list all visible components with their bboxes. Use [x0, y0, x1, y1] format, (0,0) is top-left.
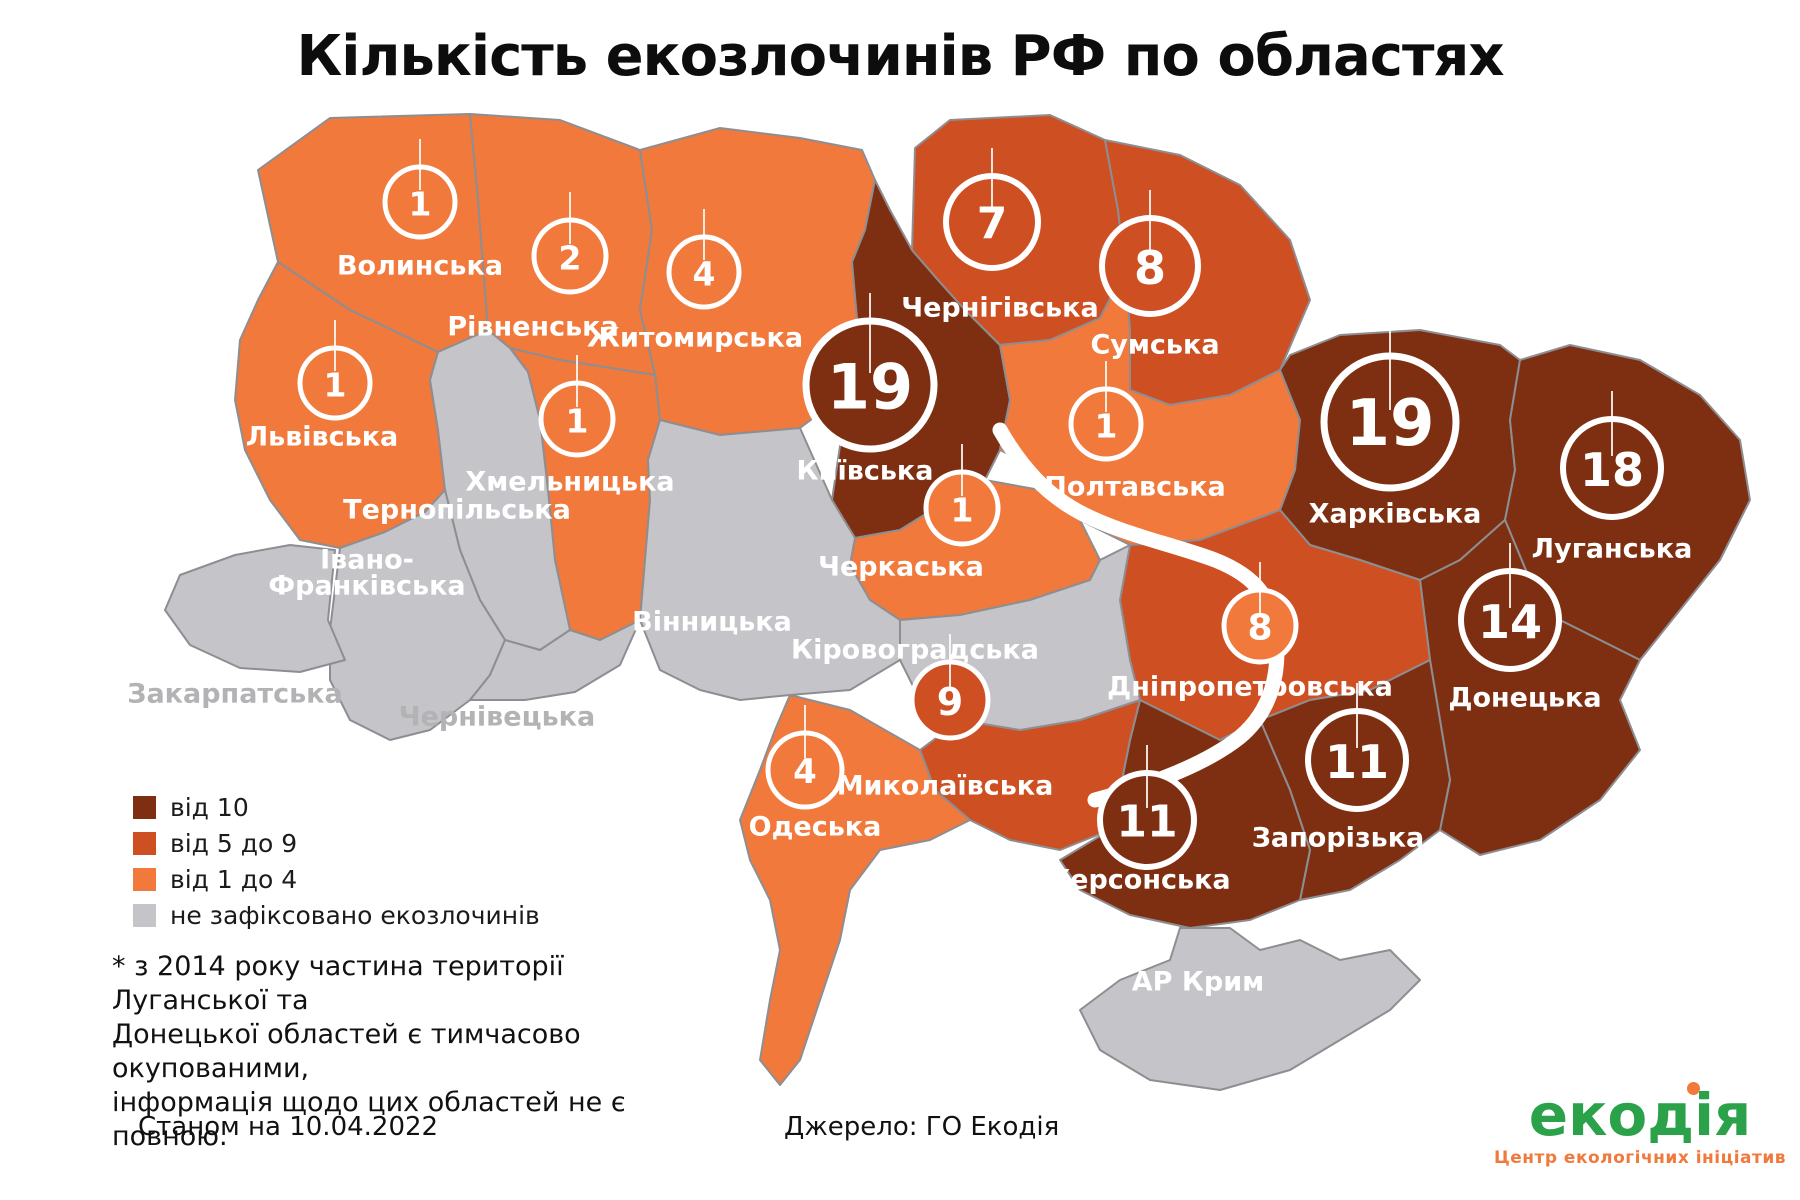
label-ivanofrankivska: Івано- [320, 545, 414, 576]
label-poltavska: Полтавська [1044, 472, 1226, 503]
badge-value: 9 [937, 680, 963, 724]
label-kyivska: Київська [797, 456, 934, 487]
label-ternopilska: Тернопільська [343, 495, 571, 526]
badge-volynska: 1 [382, 139, 458, 240]
legend-row: не зафіксовано екозлочинів [133, 897, 540, 933]
legend-label: від 10 [170, 792, 249, 822]
badge-value: 7 [977, 199, 1008, 250]
label-volynska: Волинська [337, 251, 503, 282]
legend-swatch-high [133, 795, 156, 819]
badge-value: 1 [1095, 407, 1118, 446]
legend-row: від 1 до 4 [133, 861, 540, 897]
legend: від 10 від 5 до 9 від 1 до 4 не зафіксовано… [133, 789, 540, 933]
badge-value: 19 [1345, 387, 1434, 461]
badge-dnipropetrovska: 8 [1221, 562, 1299, 665]
badge-value: 11 [1116, 797, 1177, 848]
label-lvivska: Львівська [246, 422, 399, 453]
badge-value: 14 [1478, 595, 1542, 649]
footnote: * з 2014 року частина території Луганськ… [112, 951, 626, 1152]
label-donetska: Донецька [1448, 683, 1601, 714]
badge-chernihivska: 7 [943, 148, 1041, 271]
badge-cherkaska: 1 [923, 444, 1001, 547]
badge-value: 2 [559, 239, 582, 278]
label-kirovohradska: Кіровоградська [791, 635, 1039, 666]
label-cherkaska: Черкаська [818, 552, 984, 583]
label-luhanska: Луганська [1532, 534, 1693, 565]
badge-value: 1 [566, 402, 589, 441]
label-rivnenska: Рівненська [447, 312, 618, 343]
label-ivanofrankivska: Франківська [268, 571, 465, 602]
label-kharkivska: Харківська [1309, 499, 1482, 530]
label-dnipropetrovska: Дніпропетровська [1107, 672, 1393, 703]
label-vinnytska: Вінницька [632, 607, 792, 638]
badge-value: 4 [793, 752, 817, 792]
legend-swatch-none [133, 903, 156, 927]
badge-sumska: 8 [1099, 190, 1201, 317]
badge-khersonska: 11 [1097, 745, 1197, 870]
legend-row: від 5 до 9 [133, 825, 540, 861]
logo-i-dot-icon [1687, 1082, 1700, 1095]
source-credit: Джерело: ГО Екодія [784, 1112, 1060, 1142]
badge-zaporizka: 11 [1305, 683, 1409, 812]
label-krym: АР Крим [1132, 967, 1264, 998]
logo-wordmark: екодія [1528, 1081, 1752, 1149]
label-mykolaivska: Миколаївська [837, 771, 1054, 802]
badge-poltavska: 1 [1068, 361, 1144, 462]
label-odeska: Одеська [749, 812, 882, 843]
badge-kharkivska: 19 [1320, 328, 1460, 492]
badge-lvivska: 1 [297, 320, 373, 421]
badge-donetska: 14 [1458, 543, 1562, 672]
label-zaporizka: Запорізька [1252, 823, 1425, 854]
page-title: Кількість екозлочинів РФ по областях [296, 24, 1505, 89]
badge-luhanska: 18 [1560, 391, 1664, 520]
label-zakarpatska: Закарпатська [127, 679, 342, 710]
badge-khmelnytska: 1 [538, 355, 616, 458]
badge-value: 8 [1247, 608, 1272, 649]
region-chernivetska [469, 619, 641, 701]
badge-rivnenska: 2 [531, 192, 609, 295]
label-sumska: Сумська [1090, 330, 1219, 361]
legend-row: від 10 [133, 789, 540, 825]
label-khmelnytska: Хмельницька [465, 467, 674, 498]
badge-value: 11 [1325, 735, 1389, 789]
region-zakarpatska [164, 544, 346, 673]
label-chernivetska: Чернівецька [399, 702, 595, 733]
label-zhytomyrska: Житомирська [587, 323, 803, 354]
legend-label: від 5 до 9 [170, 828, 298, 858]
badge-kyivska: 19 [802, 293, 938, 453]
badge-value: 18 [1580, 443, 1644, 497]
badge-value: 19 [827, 351, 913, 424]
label-khersonska: Херсонська [1049, 865, 1230, 896]
legend-label: від 1 до 4 [170, 864, 298, 894]
legend-swatch-mid [133, 831, 156, 855]
badge-zhytomyrska: 4 [666, 209, 742, 310]
badge-value: 4 [693, 255, 716, 294]
logo-tagline: Центр екологічних ініціатив [1493, 1148, 1787, 1168]
as-of-date: Станом на 10.04.2022 [138, 1112, 439, 1142]
badge-odeska: 4 [765, 705, 845, 810]
legend-label: не зафіксовано екозлочинів [170, 900, 540, 930]
label-chernihivska: Чернігівська [901, 293, 1098, 324]
badge-value: 8 [1134, 241, 1166, 295]
badge-value: 1 [951, 491, 974, 530]
ekodia-logo: екодія Центр екологічних ініціатив [1490, 1081, 1790, 1168]
badge-mykolaivska: 9 [909, 634, 991, 741]
legend-swatch-low [133, 867, 156, 891]
badge-value: 1 [409, 185, 432, 224]
badge-value: 1 [324, 366, 347, 405]
region-krym [1079, 927, 1421, 1091]
region-vinnytska [639, 419, 901, 701]
